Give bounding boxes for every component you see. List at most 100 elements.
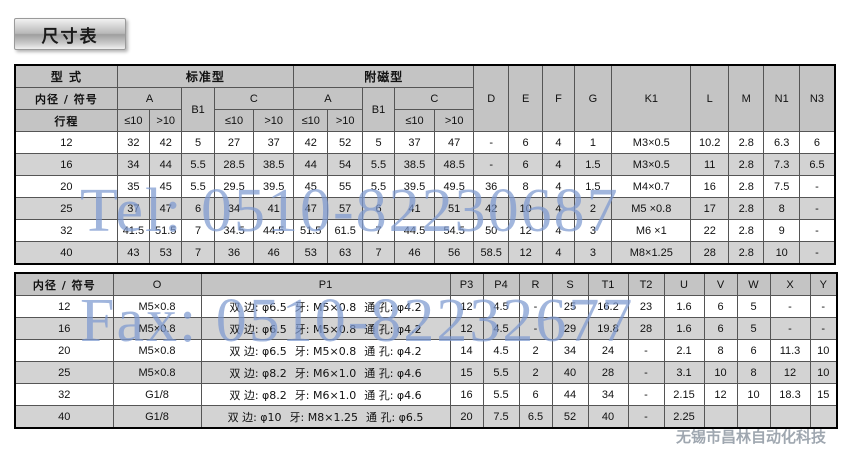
table-cell-mag_a_gt: 61.5 bbox=[327, 219, 363, 242]
table-cell-mag_c_gt: 56 bbox=[433, 241, 475, 265]
table2-cell-U: 2.15 bbox=[663, 383, 705, 406]
table2-cell-p1-through: 通 孔: φ4.2 bbox=[364, 300, 422, 314]
table-row-bore-label: 16 bbox=[14, 153, 118, 176]
table-cell-mag_b1: 7 bbox=[361, 219, 396, 242]
table-cell-mag_a_le: 44 bbox=[293, 153, 329, 176]
header-stroke-label: 行程 bbox=[14, 109, 118, 132]
table2-cell-S: 44 bbox=[551, 383, 589, 406]
table-cell-N3: 6 bbox=[798, 131, 836, 154]
table-cell-N3: 6.5 bbox=[798, 153, 836, 176]
table-cell-mag_c_gt: 49.5 bbox=[433, 175, 475, 198]
header2-col-S: S bbox=[551, 272, 589, 296]
table-row: 40 43 53 7 36 46 53 63 7 46 56 58.5 12 4 3 M8×1.25 28 2.8… bbox=[14, 241, 836, 265]
table-row: 20 35 45 5.5 29.5 39.5 45 55 5.5 39.5 49.5 36 8 4 1.5 M… bbox=[14, 175, 836, 198]
header-mag-A-le10: ≤10 bbox=[293, 109, 329, 132]
table-cell-K1: M5 ×0.8 bbox=[611, 197, 692, 220]
table2-cell-U: 1.6 bbox=[663, 317, 705, 340]
table-cell-std_c_le: 27 bbox=[213, 131, 255, 154]
table-cell-mag_c_gt: 48.5 bbox=[433, 153, 475, 176]
table2-cell-T2: 28 bbox=[627, 317, 665, 340]
table-cell-M: 2.8 bbox=[727, 197, 765, 220]
table2-cell-Y: 15 bbox=[809, 383, 838, 406]
header2-col-R: R bbox=[518, 272, 553, 296]
table2-cell-P1: 双 边: φ6.5 牙: M5×0.8 通 孔: φ4.2 bbox=[200, 317, 451, 340]
table2-cell-P1: 双 边: φ10 牙: M8×1.25 通 孔: φ6.5 bbox=[200, 405, 451, 429]
table2-cell-T2: - bbox=[627, 383, 665, 406]
header-type-label: 型 式 bbox=[14, 64, 118, 88]
table2-cell-O: M5×0.8 bbox=[112, 339, 202, 362]
header-std-C-le10: ≤10 bbox=[213, 109, 255, 132]
table2-row-bore-label: 20 bbox=[14, 339, 114, 362]
table-cell-K1: M6 ×1 bbox=[611, 219, 692, 242]
table-cell-L: 11 bbox=[690, 153, 729, 176]
table-row: 25 M5×0.8 双 边: φ8.2 牙: M6×1.0 通 孔: φ4.6 15 5.5… bbox=[14, 361, 838, 384]
table2-cell-O: M5×0.8 bbox=[112, 317, 202, 340]
table-row: 12 M5×0.8 双 边: φ6.5 牙: M5×0.8 通 孔: φ4.2 12 4.5… bbox=[14, 295, 838, 318]
table-header-row-1: 型 式 标准型 附磁型 D E F G K1 L M N1 N3 bbox=[14, 64, 836, 132]
dimension-table-secondary: 内径 / 符号 O P1 P3 P4 R S T1 T2 U V W X Y 1… bbox=[14, 272, 838, 429]
table2-cell-P4: 4.5 bbox=[482, 339, 520, 362]
table2-cell-X: 18.3 bbox=[769, 383, 811, 406]
table-cell-std_c_le: 29.5 bbox=[213, 175, 255, 198]
table-cell-mag_c_gt: 51 bbox=[433, 197, 475, 220]
table-cell-mag_c_le: 38.5 bbox=[394, 153, 435, 176]
table2-cell-T2: - bbox=[627, 339, 665, 362]
table2-cell-T1: 34 bbox=[587, 383, 629, 406]
header-col-N1: N1 bbox=[763, 64, 800, 132]
table-cell-F: 4 bbox=[542, 153, 575, 176]
header-col-E: E bbox=[507, 64, 544, 132]
table-cell-std_c_gt: 46 bbox=[253, 241, 295, 265]
table-row-bore-label: 12 bbox=[14, 131, 118, 154]
table2-cell-T2: 23 bbox=[627, 295, 665, 318]
table2-cell-T1: 40 bbox=[587, 405, 629, 429]
table-cell-N3: - bbox=[798, 241, 836, 265]
table-cell-std_a_le: 41.5 bbox=[116, 219, 151, 242]
header2-col-T1: T1 bbox=[587, 272, 629, 296]
table2-cell-p1-thread: 牙: M5×0.8 bbox=[294, 322, 357, 336]
table-cell-L: 28 bbox=[690, 241, 729, 265]
table2-cell-P4: 4.5 bbox=[482, 317, 520, 340]
table2-cell-X: 12 bbox=[769, 361, 811, 384]
table2-cell-p1-double: 双 边: φ8.2 bbox=[229, 388, 287, 402]
table-cell-E: 12 bbox=[507, 241, 544, 265]
header-group-standard: 标准型 bbox=[116, 64, 295, 88]
table-cell-K1: M4×0.7 bbox=[611, 175, 692, 198]
table2-cell-V bbox=[703, 405, 738, 429]
table2-cell-R: - bbox=[518, 317, 553, 340]
table-cell-std_a_le: 34 bbox=[116, 153, 151, 176]
header2-bore-symbol-label: 内径 / 符号 bbox=[14, 272, 114, 296]
table-cell-std_c_gt: 39.5 bbox=[253, 175, 295, 198]
table2-row-bore-label: 40 bbox=[14, 405, 114, 429]
table-cell-F: 4 bbox=[542, 197, 575, 220]
table2-cell-p1-thread: 牙: M6×1.0 bbox=[294, 388, 357, 402]
table2-cell-O: M5×0.8 bbox=[112, 361, 202, 384]
table2-cell-X: 11.3 bbox=[769, 339, 811, 362]
table2-cell-R: - bbox=[518, 295, 553, 318]
table-cell-mag_a_le: 51.5 bbox=[293, 219, 329, 242]
table-row: 16 M5×0.8 双 边: φ6.5 牙: M5×0.8 通 孔: φ4.2 12 4.5… bbox=[14, 317, 838, 340]
header2-col-O: O bbox=[112, 272, 202, 296]
table2-cell-Y bbox=[809, 405, 838, 429]
table2-cell-T1: 16.2 bbox=[587, 295, 629, 318]
table2-cell-P3: 12 bbox=[449, 295, 484, 318]
header2-col-P1: P1 bbox=[200, 272, 451, 296]
table2-cell-V: 6 bbox=[703, 317, 738, 340]
table-cell-D: 36 bbox=[473, 175, 509, 198]
table2-cell-U: 2.25 bbox=[663, 405, 705, 429]
table-cell-std_c_gt: 37 bbox=[253, 131, 295, 154]
header-col-L: L bbox=[690, 64, 729, 132]
table-cell-D: - bbox=[473, 153, 509, 176]
table-cell-std_a_le: 43 bbox=[116, 241, 151, 265]
table-cell-mag_a_gt: 63 bbox=[327, 241, 363, 265]
table2-cell-P4: 4.5 bbox=[482, 295, 520, 318]
header2-col-Y: Y bbox=[809, 272, 838, 296]
table-cell-mag_b1: 7 bbox=[361, 241, 396, 265]
table-cell-std_b1: 5.5 bbox=[181, 175, 215, 198]
table-cell-L: 22 bbox=[690, 219, 729, 242]
table-cell-std_a_le: 32 bbox=[116, 131, 151, 154]
table2-cell-P4: 7.5 bbox=[482, 405, 520, 429]
table-cell-L: 17 bbox=[690, 197, 729, 220]
table2-cell-p1-thread: 牙: M8×1.25 bbox=[289, 410, 358, 424]
header-std-A-gt10: >10 bbox=[149, 109, 183, 132]
table-cell-mag_c_le: 46 bbox=[394, 241, 435, 265]
